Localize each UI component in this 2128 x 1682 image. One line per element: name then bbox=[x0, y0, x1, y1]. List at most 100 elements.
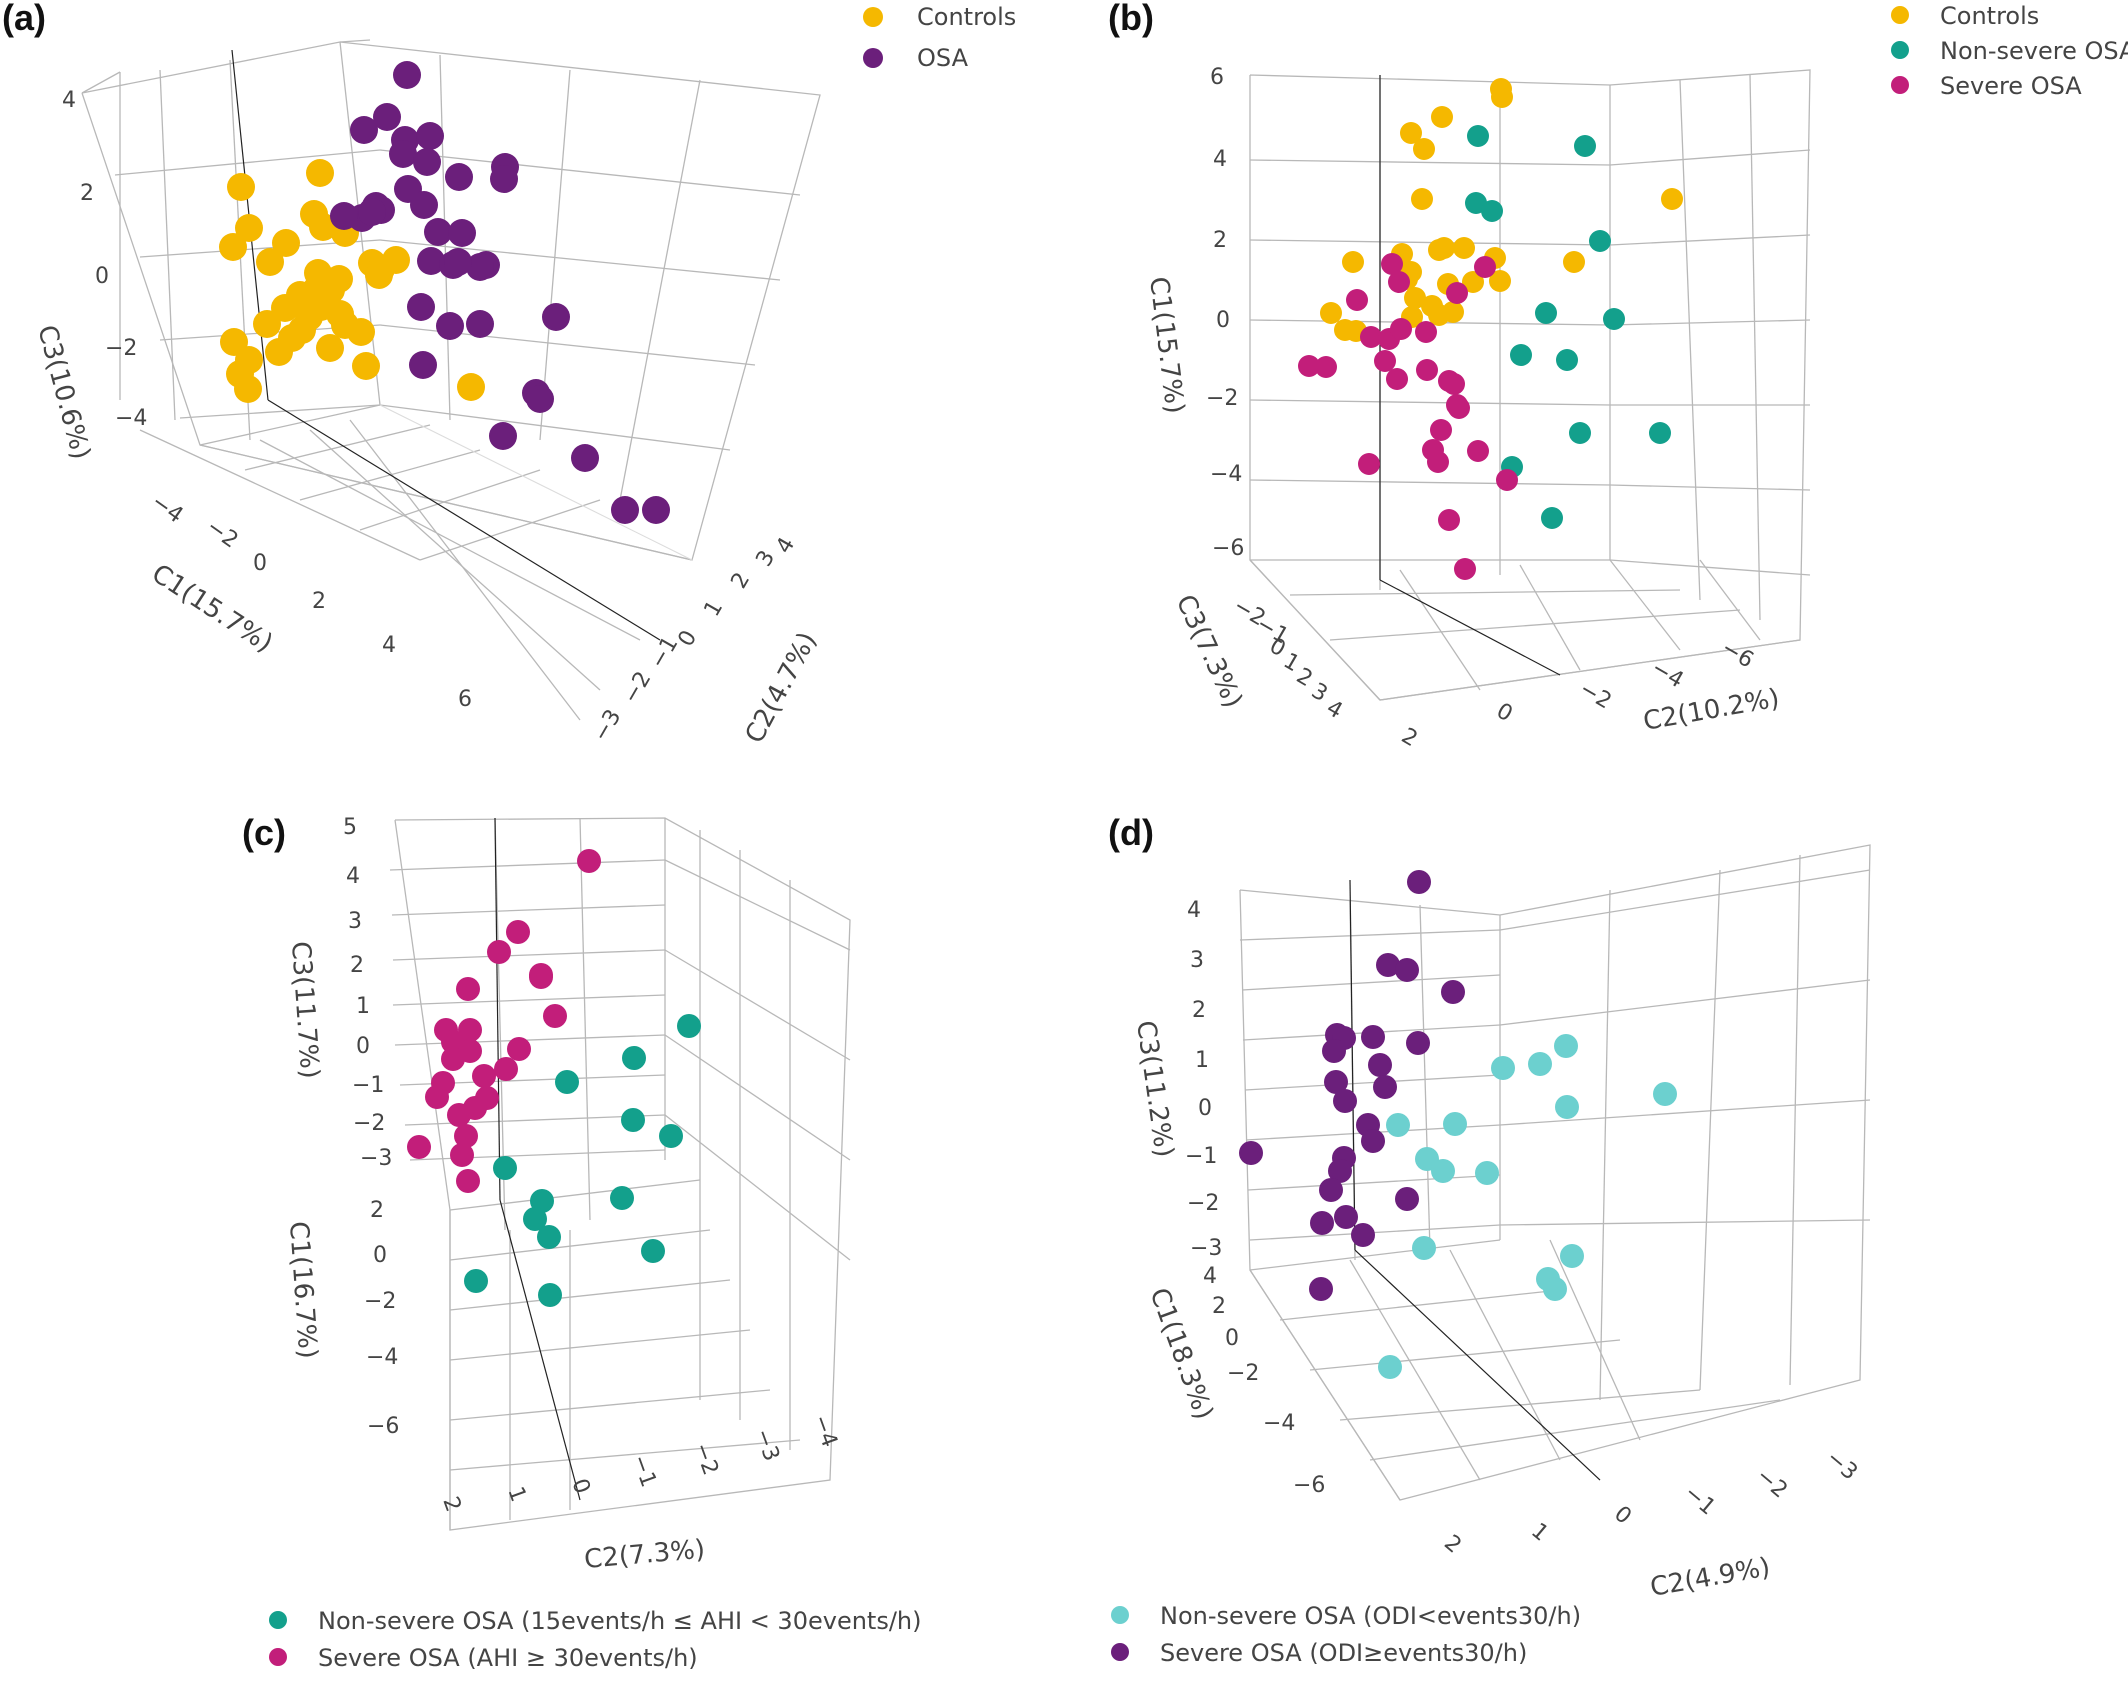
point-a-controls-33 bbox=[382, 246, 410, 274]
point-b-controls-18 bbox=[1563, 251, 1585, 273]
point-c-non-severe-osa-15events-h-ahi-30events-h-10 bbox=[641, 1239, 665, 1263]
legend-b-marker-controls bbox=[1891, 6, 1909, 24]
point-c-non-severe-osa-15events-h-ahi-30events-h-4 bbox=[659, 1124, 683, 1148]
point-c-severe-osa-ahi-30events-h-19 bbox=[407, 1135, 431, 1159]
points-a bbox=[219, 61, 670, 524]
legend-a-label-controls: Controls bbox=[917, 3, 1016, 31]
tick-c-c1-0: 2 bbox=[370, 1198, 384, 1223]
tick-d-c3-4: 0 bbox=[1198, 1096, 1212, 1121]
point-b-severe-osa-9 bbox=[1390, 318, 1412, 340]
point-b-severe-osa-20 bbox=[1427, 451, 1449, 473]
point-b-non-severe-osa-4 bbox=[1589, 230, 1611, 252]
point-b-severe-osa-18 bbox=[1430, 419, 1452, 441]
point-c-non-severe-osa-15events-h-ahi-30events-h-6 bbox=[530, 1189, 554, 1213]
panel-b: (b) bbox=[1108, 0, 2128, 752]
point-a-controls-5 bbox=[272, 229, 300, 257]
point-a-osa-31 bbox=[611, 496, 639, 524]
point-c-severe-osa-ahi-30events-h-12 bbox=[507, 1037, 531, 1061]
point-c-severe-osa-ahi-30events-h-14 bbox=[472, 1064, 496, 1088]
point-a-osa-26 bbox=[409, 351, 437, 379]
tick-c-c1-1: 0 bbox=[373, 1243, 387, 1268]
point-d-non-severe-osa-odi-events30-h-0 bbox=[1554, 1034, 1578, 1058]
point-a-controls-1 bbox=[227, 173, 255, 201]
point-d-severe-osa-odi-events30-h-1 bbox=[1376, 953, 1400, 977]
tick-d-c2-0: 2 bbox=[1439, 1530, 1466, 1558]
tick-a-c1-5: 6 bbox=[458, 687, 472, 712]
tick-d-c2-2: 0 bbox=[1609, 1501, 1636, 1529]
point-b-non-severe-osa-6 bbox=[1603, 308, 1625, 330]
tick-b-c2-0: 2 bbox=[1397, 724, 1422, 753]
point-b-non-severe-osa-10 bbox=[1649, 422, 1671, 444]
point-a-controls-29 bbox=[234, 375, 262, 403]
tick-d-c1-3: −2 bbox=[1227, 1361, 1259, 1386]
tick-d-c3-1: 3 bbox=[1190, 948, 1204, 973]
point-a-controls-7 bbox=[309, 213, 337, 241]
tick-c-c3-4: 1 bbox=[356, 994, 370, 1019]
tick-a-c1-2: 0 bbox=[253, 551, 267, 576]
legend-a-label-osa: OSA bbox=[917, 44, 969, 72]
point-a-controls-30 bbox=[352, 352, 380, 380]
point-d-non-severe-osa-odi-events30-h-6 bbox=[1386, 1113, 1410, 1137]
tick-a-c2-0: −3 bbox=[589, 705, 627, 746]
panel-d: (d) bbox=[1108, 812, 1871, 1667]
legend-d-label-severe: Severe OSA (ODI≥events30/h) bbox=[1160, 1639, 1527, 1667]
tick-b-c3-6: 4 bbox=[1322, 696, 1347, 725]
point-a-osa-4 bbox=[416, 122, 444, 150]
point-d-severe-osa-odi-events30-h-10 bbox=[1324, 1070, 1348, 1094]
panel-a: (a) bbox=[2, 0, 1016, 748]
point-b-controls-1 bbox=[1491, 86, 1513, 108]
axis-title-a-c2: C2(4.7%) bbox=[740, 627, 823, 748]
legend-b-marker-nonsevere bbox=[1891, 41, 1909, 59]
point-a-osa-15 bbox=[330, 202, 358, 230]
point-d-non-severe-osa-odi-events30-h-9 bbox=[1475, 1161, 1499, 1185]
point-d-severe-osa-odi-events30-h-12 bbox=[1373, 1075, 1397, 1099]
point-b-severe-osa-23 bbox=[1438, 509, 1460, 531]
ticks-b: 6 4 2 0 −2 −4 −6 −2 −1 0 1 2 3 4 2 0 −2 … bbox=[1206, 65, 1758, 752]
point-b-non-severe-osa-12 bbox=[1541, 507, 1563, 529]
panel-letter-c: (c) bbox=[242, 812, 286, 853]
point-a-osa-6 bbox=[413, 148, 441, 176]
point-d-severe-osa-odi-events30-h-19 bbox=[1319, 1178, 1343, 1202]
point-a-osa-2 bbox=[350, 116, 378, 144]
tick-d-c1-2: 0 bbox=[1225, 1326, 1239, 1351]
point-c-non-severe-osa-15events-h-ahi-30events-h-11 bbox=[464, 1269, 488, 1293]
point-d-non-severe-osa-odi-events30-h-1 bbox=[1528, 1052, 1552, 1076]
point-b-severe-osa-3 bbox=[1474, 256, 1496, 278]
point-b-non-severe-osa-5 bbox=[1535, 302, 1557, 324]
point-a-osa-29 bbox=[489, 422, 517, 450]
point-d-severe-osa-odi-events30-h-3 bbox=[1441, 980, 1465, 1004]
tick-a-c1-3: 2 bbox=[312, 589, 326, 614]
legend-b-label-controls: Controls bbox=[1940, 2, 2039, 30]
point-c-severe-osa-ahi-30events-h-1 bbox=[506, 920, 530, 944]
tick-d-c1-1: 2 bbox=[1212, 1294, 1226, 1319]
point-c-severe-osa-ahi-30events-h-10 bbox=[543, 1004, 567, 1028]
tick-b-c2-2: −2 bbox=[1575, 677, 1616, 715]
legend-d: Non-severe OSA (ODI<events30/h) Severe O… bbox=[1111, 1602, 1581, 1667]
point-d-severe-osa-odi-events30-h-8 bbox=[1368, 1053, 1392, 1077]
point-c-severe-osa-ahi-30events-h-9 bbox=[441, 1047, 465, 1071]
legend-b: Controls Non-severe OSA Severe OSA bbox=[1891, 2, 2128, 100]
point-c-severe-osa-ahi-30events-h-18 bbox=[454, 1124, 478, 1148]
tick-b-c2-4: −6 bbox=[1717, 636, 1758, 674]
point-c-severe-osa-ahi-30events-h-4 bbox=[456, 977, 480, 1001]
legend-d-label-nonsevere: Non-severe OSA (ODI<events30/h) bbox=[1160, 1602, 1581, 1630]
point-b-non-severe-osa-7 bbox=[1510, 344, 1532, 366]
tick-c-c3-6: −1 bbox=[352, 1073, 384, 1098]
ticks-d: 4 3 2 1 0 −1 −2 −3 4 2 0 −2 −4 −6 2 1 0 … bbox=[1185, 898, 1862, 1559]
legend-a-marker-controls bbox=[863, 7, 883, 27]
point-b-controls-6 bbox=[1411, 188, 1433, 210]
axis-title-a-c3: C3(10.6%) bbox=[31, 322, 96, 463]
point-c-non-severe-osa-15events-h-ahi-30events-h-1 bbox=[622, 1046, 646, 1070]
point-d-severe-osa-odi-events30-h-20 bbox=[1334, 1205, 1358, 1229]
point-b-controls-7 bbox=[1342, 251, 1364, 273]
tick-b-c2-1: 0 bbox=[1492, 699, 1517, 728]
grid-b bbox=[1249, 69, 1811, 701]
tick-b-c1-5: −4 bbox=[1210, 462, 1242, 487]
point-d-severe-osa-odi-events30-h-7 bbox=[1322, 1039, 1346, 1063]
tick-a-c3-0: 4 bbox=[62, 88, 76, 113]
tick-c-c2-4: −2 bbox=[688, 1440, 723, 1479]
tick-d-c1-0: 4 bbox=[1203, 1264, 1217, 1289]
tick-d-c3-5: −1 bbox=[1185, 1144, 1217, 1169]
point-a-controls-21 bbox=[253, 310, 281, 338]
